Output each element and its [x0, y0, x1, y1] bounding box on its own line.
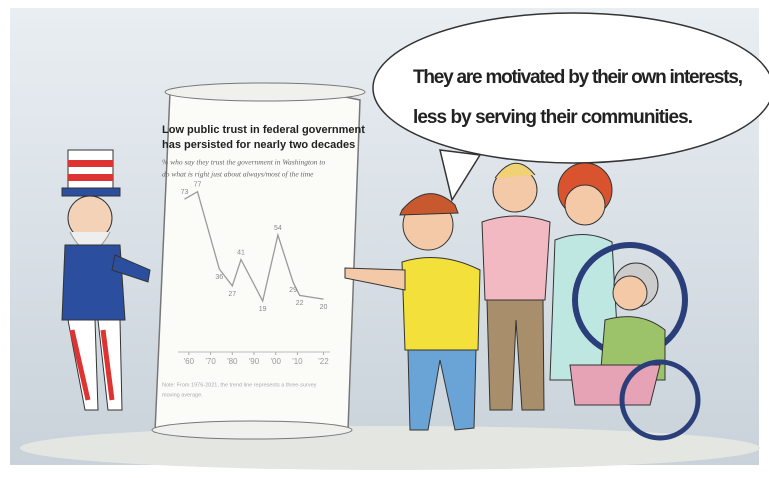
x-tick-label: '00	[270, 357, 281, 366]
chart-note: Note: From 1976-2021, the trend line rep…	[162, 382, 317, 388]
chart-title: Low public trust in federal government	[162, 124, 365, 136]
point-label: 54	[274, 225, 282, 232]
chart-title: has persisted for nearly two decades	[162, 139, 355, 151]
point-label: 22	[296, 300, 304, 307]
x-tick-label: '70	[205, 357, 216, 366]
chart-note: moving average.	[162, 392, 203, 398]
x-tick-label: '10	[292, 357, 303, 366]
x-tick-label: '80	[227, 357, 238, 366]
point-label: 27	[228, 291, 236, 298]
point-label: 36	[215, 274, 223, 281]
illustration: They are motivated by their own interest…	[0, 0, 769, 473]
point-label: 20	[320, 304, 328, 311]
x-tick-label: '90	[249, 357, 260, 366]
x-tick-label: '60	[184, 357, 195, 366]
point-label: 73	[181, 189, 189, 196]
point-label: 41	[237, 249, 245, 256]
speech-line: less by serving their communities.	[413, 107, 693, 128]
ground	[20, 426, 760, 470]
point-label: 19	[259, 306, 267, 313]
x-tick-label: '22	[318, 357, 329, 366]
point-label: 29	[289, 287, 297, 294]
speech-line: They are motivated by their own interest…	[413, 67, 743, 88]
point-label: 77	[194, 182, 202, 189]
chart-subtitle: do what is right just about always/most …	[162, 170, 314, 179]
chart-subtitle: % who say they trust the government in W…	[162, 158, 325, 167]
